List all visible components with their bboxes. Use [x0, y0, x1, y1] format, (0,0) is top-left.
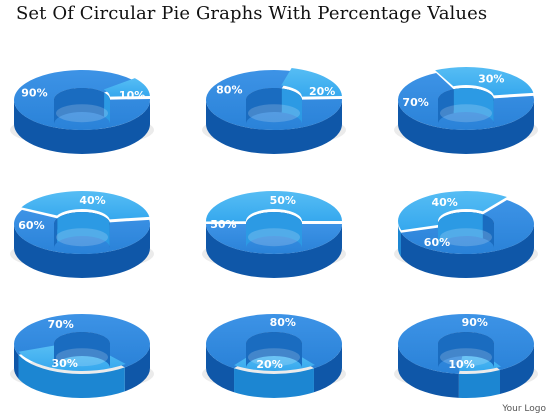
- donut-small-slice-side: [234, 368, 314, 398]
- donut-large-slice-side: [398, 344, 459, 398]
- donut-small-label: 10%: [119, 89, 145, 102]
- donut-large-slice-side: [14, 100, 150, 154]
- donut-hole-glow: [248, 104, 300, 123]
- donut-inner-wall: [246, 88, 282, 124]
- logo-text: Your Logo: [502, 404, 546, 414]
- donut-small-slice-side: [398, 224, 401, 257]
- donut-large-label: 70%: [402, 96, 428, 109]
- donut-large-label: 50%: [210, 218, 236, 231]
- donut-large-slice-side: [398, 100, 534, 154]
- donut-inner-wall: [54, 87, 105, 124]
- donut-inner-wall: [54, 332, 110, 368]
- donut-chart-2: 80% 20%: [202, 68, 346, 154]
- donut-large-slice-side: [206, 344, 235, 393]
- donut-large-slice: [206, 70, 342, 130]
- donut-small-slice: [398, 191, 507, 231]
- donut-large-slice-side: [206, 100, 342, 154]
- donut-large-label: 80%: [270, 316, 296, 329]
- donut-small-label: 20%: [309, 85, 335, 98]
- donut-large-label: 80%: [216, 84, 242, 97]
- donut-large-slice-side: [500, 344, 534, 394]
- donut-inner-wall: [453, 88, 494, 123]
- donut-large-slice-side: [400, 224, 534, 278]
- donut-inner-wall: [281, 88, 302, 124]
- donut-small-slice: [458, 351, 502, 371]
- page-title: Set Of Circular Pie Graphs With Percenta…: [16, 3, 488, 24]
- donut-small-label: 30%: [478, 73, 504, 86]
- donut-large-slice: [400, 200, 534, 254]
- donut-small-label: 50%: [270, 194, 296, 207]
- donut-large-slice-side: [313, 344, 342, 393]
- donut-hole-glow: [56, 104, 108, 123]
- donut-chart-6: 60% 40%: [394, 191, 538, 278]
- donut-small-label: 20%: [256, 358, 282, 371]
- donut-large-slice-side: [206, 224, 342, 278]
- donut-small-slice-side: [458, 369, 500, 398]
- donut-chart-4: 60% 40%: [10, 191, 154, 278]
- donut-large-label: 90%: [462, 316, 488, 329]
- donut-inner-wall: [482, 214, 495, 248]
- donut-chart-7: 70% 30%: [10, 314, 154, 399]
- donut-large-slice: [14, 314, 151, 368]
- donut-small-slice: [103, 78, 150, 97]
- donut-chart-1: 90% 10%: [10, 70, 154, 154]
- donut-chart-8: 80% 20%: [202, 314, 346, 398]
- donut-hole-glow: [440, 228, 492, 247]
- donut-chart-5: 50% 50%: [202, 190, 346, 278]
- donut-hole-glow: [248, 348, 300, 367]
- donut-large-slice: [398, 73, 535, 130]
- donut-inner-wall: [246, 332, 302, 368]
- donut-chart-9: 90% 10%: [394, 314, 538, 398]
- donut-large-label: 60%: [18, 219, 44, 232]
- donut-small-slice: [21, 191, 150, 220]
- donut-hole-glow: [440, 104, 492, 123]
- donut-small-label: 30%: [52, 357, 78, 370]
- donut-small-label: 40%: [79, 194, 105, 207]
- donut-inner-wall: [438, 332, 494, 368]
- donut-hole-glow: [440, 348, 492, 367]
- donut-small-slice: [206, 190, 342, 222]
- donut-large-label: 70%: [47, 318, 73, 331]
- donut-large-slice: [206, 314, 342, 369]
- donut-large-slice: [206, 224, 342, 254]
- donut-hole-glow: [56, 228, 108, 247]
- donut-inner-wall: [54, 218, 58, 248]
- donut-small-label: 40%: [431, 196, 457, 209]
- donut-inner-wall: [246, 212, 302, 248]
- donut-large-label: 60%: [424, 236, 450, 249]
- donut-inner-wall: [57, 212, 110, 247]
- donut-small-slice-side: [18, 354, 125, 399]
- donut-hole-glow: [248, 228, 300, 247]
- donut-small-slice: [281, 68, 342, 97]
- donut-large-slice-side: [14, 224, 150, 278]
- donut-large-label: 90%: [21, 86, 47, 99]
- donut-large-slice: [13, 209, 150, 255]
- donut-large-slice: [398, 314, 535, 374]
- donut-inner-wall: [438, 89, 454, 124]
- donut-hole-glow: [56, 348, 108, 367]
- donut-large-slice-side: [124, 344, 150, 392]
- donut-small-label: 10%: [448, 358, 474, 371]
- donut-large-slice-side: [14, 344, 19, 379]
- donut-chart-3: 70% 30%: [394, 66, 538, 154]
- donut-inner-wall: [438, 212, 483, 248]
- donut-inner-wall: [104, 92, 110, 124]
- donut-small-slice: [435, 66, 534, 96]
